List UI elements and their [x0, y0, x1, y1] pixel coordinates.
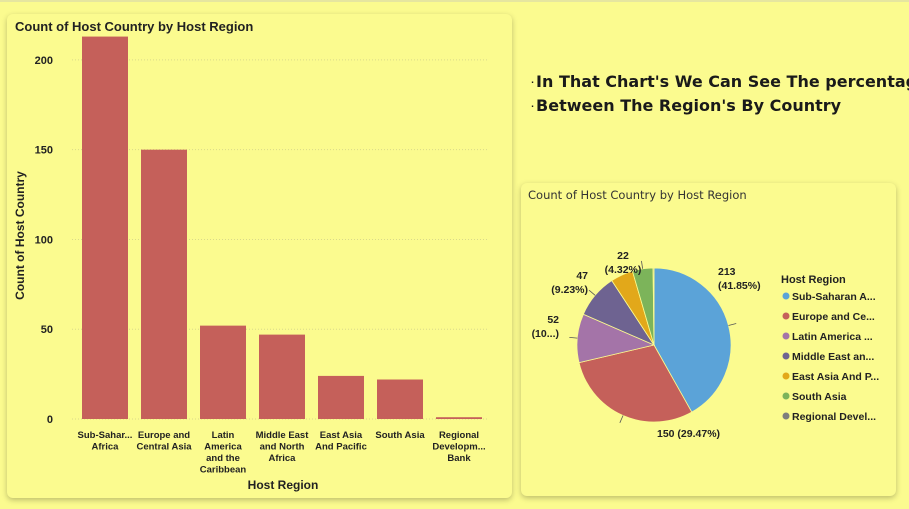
- bar-5: [377, 379, 423, 419]
- pie-data-label-0-line-1: (41.85%): [718, 280, 761, 292]
- bar-3: [259, 334, 305, 419]
- pie-data-label-5-line-0: 22: [617, 250, 629, 262]
- pie-legend-marker-4: [782, 372, 790, 380]
- pie-slice-0: [653, 267, 732, 413]
- pie-data-label-1-line-0: 150 (29.47%): [657, 428, 720, 440]
- pie-leader-5: [641, 260, 644, 269]
- note-text: · In That Chart's We Can See The percenta…: [531, 70, 909, 118]
- bar-x-tick-2-line-1: America: [204, 442, 242, 453]
- pie-slice-6: [652, 267, 655, 346]
- pie-legend-marker-1: [782, 312, 790, 320]
- pie-chart-title: Count of Host Country by Host Region: [528, 188, 747, 202]
- pie-legend-item-2: Latin America ...: [792, 331, 873, 343]
- note-line-1-text: In That Chart's We Can See The percentag…: [536, 72, 909, 91]
- bar-x-tick-2-line-0: Latin: [212, 430, 235, 441]
- pie-leader-0: [728, 323, 737, 326]
- pie-legend-marker-2: [782, 332, 790, 340]
- bar-x-tick-4-line-0: East Asia: [320, 430, 363, 441]
- bar-x-tick-1-line-0: Europe and: [138, 430, 190, 441]
- bar-6: [436, 417, 482, 419]
- bar-2: [200, 325, 246, 419]
- bar-chart-card[interactable]: Count of Host Country by Host Region 0 50…: [7, 14, 512, 498]
- note-line-2: · Between The Region's By Country: [531, 94, 901, 118]
- pie-legend-marker-5: [782, 392, 790, 400]
- pie-legend-item-5: South Asia: [792, 391, 847, 403]
- note-line-2-text: Between The Region's By Country: [536, 96, 842, 115]
- bar-1: [141, 149, 187, 419]
- pie-data-label-0-line-0: 213: [718, 266, 736, 278]
- bar-x-tick-3-line-1: and North: [260, 442, 305, 453]
- pie-legend-marker-3: [782, 352, 790, 360]
- pie-legend-title: Host Region: [781, 274, 846, 286]
- pie-data-label-2-line-0: 52: [547, 314, 559, 326]
- bar-y-axis-label: Count of Host Country: [13, 171, 27, 300]
- bar-x-tick-5-line-0: South Asia: [375, 430, 425, 441]
- bar-chart: 0 50 100 150 200 Count of Host Country Sub-Sah…: [13, 36, 487, 492]
- bar-0: [82, 36, 128, 420]
- bar-chart-title: Count of Host Country by Host Region: [15, 19, 254, 34]
- pie-slice-1: [578, 344, 693, 423]
- pie-leader-1: [619, 415, 624, 423]
- pie-data-label-3-line-0: 47: [576, 270, 588, 282]
- bar-x-tick-3-line-0: Middle East: [256, 430, 310, 441]
- bar-y-tick-0: 0: [47, 414, 53, 426]
- pie-legend-marker-0: [782, 292, 790, 300]
- bar-x-axis-label: Host Region: [248, 478, 319, 492]
- bar-y-tick-2: 100: [35, 234, 53, 246]
- pie-chart: 213 (41.85%) 150 (29.47%) 52 (10...) 47 (9.23%…: [532, 250, 880, 440]
- bar-x-tick-6-line-0: Regional: [439, 430, 479, 441]
- note-line-1: · In That Chart's We Can See The percenta…: [531, 70, 909, 94]
- pie-legend-item-3: Middle East an...: [792, 351, 874, 363]
- bar-x-tick-3-line-2: Africa: [269, 453, 297, 464]
- pie-legend-item-6: Regional Devel...: [792, 411, 876, 423]
- pie-chart-card[interactable]: Count of Host Country by Host Region 213…: [521, 183, 896, 496]
- bar-x-tick-2-line-2: and the: [206, 453, 240, 464]
- note-bullet-1: ·: [531, 78, 535, 87]
- bar-x-tick-6-line-1: Developm...: [432, 442, 485, 453]
- pie-legend-marker-6: [782, 412, 790, 420]
- bar-x-tick-0-line-0: Sub-Sahar...: [78, 430, 133, 441]
- bar-x-tick-1-line-1: Central Asia: [136, 442, 192, 453]
- bar-y-tick-1: 50: [41, 324, 53, 336]
- pie-legend-item-1: Europe and Ce...: [792, 311, 875, 323]
- bar-x-tick-2-line-3: Caribbean: [200, 465, 247, 476]
- bar-x-tick-0-line-1: Africa: [92, 442, 120, 453]
- bar-y-tick-3: 150: [35, 145, 53, 157]
- bar-y-tick-4: 200: [35, 55, 53, 67]
- pie-legend-item-0: Sub-Saharan A...: [792, 291, 876, 303]
- pie-data-label-3-line-1: (9.23%): [551, 284, 588, 296]
- pie-data-label-5-line-1: (4.32%): [605, 264, 642, 276]
- note-bullet-2: ·: [531, 102, 535, 111]
- pie-leader-3: [588, 289, 596, 296]
- bar-x-tick-6-line-2: Bank: [447, 453, 471, 464]
- pie-legend-item-4: East Asia And P...: [792, 371, 879, 383]
- pie-data-label-2-line-1: (10...): [532, 328, 559, 340]
- pie-leader-2: [569, 337, 578, 339]
- bar-x-tick-4-line-1: And Pacific: [315, 442, 367, 453]
- bar-4: [318, 375, 364, 419]
